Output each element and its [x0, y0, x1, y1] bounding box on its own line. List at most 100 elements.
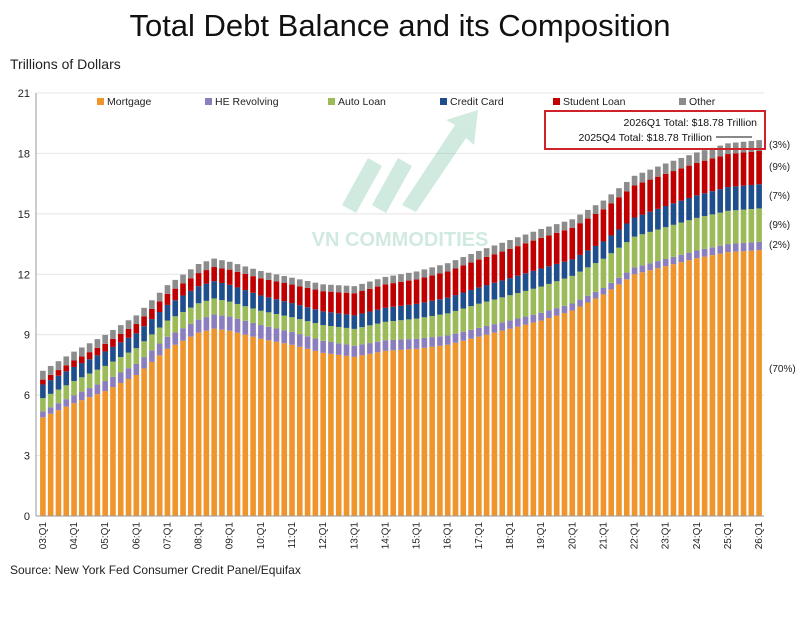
bar-segment	[398, 320, 404, 340]
bar-segment	[670, 264, 677, 516]
bar-segment	[250, 336, 256, 516]
bar-segment	[444, 313, 451, 336]
bar-segment	[725, 252, 731, 516]
bar-segment	[226, 284, 233, 302]
bar-segment	[639, 172, 646, 183]
bar-segment	[491, 282, 498, 300]
bar-segment	[71, 360, 77, 367]
bar-segment	[678, 157, 685, 169]
bar-segment	[172, 316, 179, 333]
y-axis-label: Trillions of Dollars	[10, 56, 121, 72]
bar-segment	[538, 286, 544, 313]
bar-segment	[164, 285, 171, 294]
bar-segment	[335, 292, 342, 314]
bar-segment	[678, 168, 685, 201]
annotation-box	[544, 110, 766, 150]
bar-segment	[756, 184, 762, 209]
bar-segment	[452, 260, 459, 269]
bar-segment	[164, 293, 171, 305]
bar-segment	[717, 189, 723, 213]
bar-segment	[499, 242, 506, 252]
bar-segment	[390, 306, 397, 322]
bar-segment	[561, 221, 568, 231]
bar-segment	[468, 329, 474, 339]
bar-segment	[686, 260, 692, 516]
legend-label: Credit Card	[450, 96, 504, 108]
bar-segment	[55, 375, 62, 390]
bar-segment	[616, 284, 622, 516]
bar-segment	[195, 319, 202, 333]
bar-segment	[608, 235, 614, 254]
bar-segment	[188, 336, 194, 516]
bar-segment	[662, 206, 669, 228]
x-tick-label: 24:Q1	[692, 522, 703, 550]
x-tick-label: 20:Q1	[567, 522, 578, 550]
legend-label: Student Loan	[563, 96, 626, 108]
legend: Mortgage HE Revolving Auto Loan Credit Card…	[97, 96, 716, 108]
bar-segment	[437, 314, 443, 337]
bar-segment	[569, 303, 576, 311]
bar-segment	[709, 158, 716, 192]
bar-segment	[343, 355, 350, 516]
bar-segment	[374, 323, 381, 342]
bar-segment	[530, 322, 537, 516]
watermark-logo-icon-2	[372, 158, 412, 213]
bar-segment	[662, 258, 669, 267]
bar-segment	[717, 212, 723, 246]
bar-segment	[94, 347, 101, 356]
bar-segment	[647, 169, 653, 180]
bar-segment	[289, 344, 295, 516]
bar-segment	[740, 152, 747, 186]
bar-segment	[507, 248, 513, 279]
bar-segment	[522, 290, 529, 317]
bar-segment	[125, 352, 132, 369]
bar-segment	[40, 417, 46, 516]
bar-segment	[149, 308, 155, 320]
bar-segment	[569, 310, 576, 516]
bar-segment	[569, 259, 576, 276]
bar-segment	[71, 381, 77, 396]
bar-segment	[172, 300, 179, 317]
bar-segment	[234, 318, 241, 333]
bar-segment	[79, 400, 85, 516]
bar-segment	[530, 288, 537, 315]
bar-segment	[499, 330, 506, 516]
bar-segment	[421, 347, 428, 516]
bar-segment	[561, 305, 568, 314]
bar-segment	[40, 379, 46, 385]
bar-segment	[398, 305, 404, 321]
bar-segment	[180, 295, 186, 312]
bar-segment	[312, 350, 319, 516]
x-tick-label: 15:Q1	[412, 522, 423, 550]
bar-segment	[452, 310, 459, 334]
bar-segment	[623, 181, 630, 192]
bar-segment	[258, 325, 264, 339]
bar-segment	[102, 391, 108, 516]
bar-segment	[117, 357, 124, 373]
bar-segment	[296, 319, 303, 335]
bar-segment	[79, 363, 85, 378]
bar-segment	[141, 326, 147, 342]
bar-segment	[623, 272, 630, 280]
bar-segment	[172, 288, 179, 301]
bar-segment	[405, 272, 412, 281]
bar-segment	[701, 150, 708, 161]
bar-segment	[133, 315, 140, 325]
bar-segment	[460, 331, 467, 341]
bar-segment	[483, 334, 490, 516]
bar-segment	[662, 227, 669, 259]
bar-segment	[258, 295, 264, 311]
bar-segment	[149, 300, 155, 309]
bar-segment	[655, 176, 661, 209]
bar-segment	[748, 140, 755, 152]
bar-segment	[335, 313, 342, 327]
bar-segment	[694, 162, 700, 196]
watermark-arrow-icon	[402, 110, 478, 212]
bar-segment	[312, 282, 319, 290]
bar-segment	[234, 287, 241, 304]
bar-segment	[623, 191, 630, 224]
bar-segment	[94, 394, 101, 516]
total-annotation: 2026Q1 Total: $18.78 Trillion 2025Q4 Tot…	[544, 110, 766, 150]
bar-segment	[312, 309, 319, 324]
bar-segment	[686, 155, 692, 166]
